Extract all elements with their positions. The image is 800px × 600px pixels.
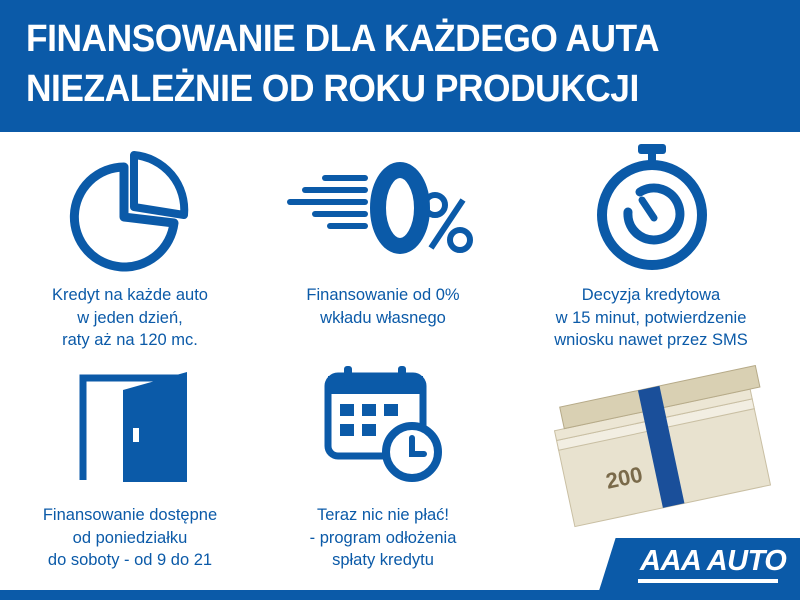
- pie-chart-icon: [69, 151, 189, 272]
- money-stack-image: 200: [553, 365, 772, 528]
- caption-line: od poniedziałku: [72, 528, 188, 547]
- caption-line: - program odłożenia: [309, 528, 457, 547]
- caption-line: w 15 minut, potwierdzenie: [555, 308, 747, 327]
- caption-line: wkładu własnego: [320, 308, 446, 327]
- feature-caption-credit: Kredyt na każde auto w jeden dzień, raty…: [0, 284, 260, 352]
- feature-caption-hours: Finansowanie dostępne od poniedziałku do…: [0, 504, 260, 572]
- caption-line: do soboty - od 9 do 21: [47, 551, 213, 569]
- caption-line: raty aż na 120 mc.: [62, 331, 198, 349]
- logo-background: [598, 538, 800, 594]
- calendar-clock-icon: [324, 366, 442, 482]
- caption-line: Kredyt na każde auto: [52, 286, 208, 304]
- caption-line: Teraz nic nie płać!: [316, 506, 450, 524]
- logo-underline: [638, 579, 778, 583]
- caption-line: w jeden dzień,: [77, 308, 183, 327]
- feature-caption-decision: Decyzja kredytowa w 15 minut, potwierdze…: [521, 284, 781, 352]
- feature-caption-deferral: Teraz nic nie płać! - program odłożenia …: [253, 504, 513, 572]
- stopwatch-icon: [597, 144, 707, 270]
- header-banner: [0, 0, 800, 132]
- feature-caption-zero-down: Finansowanie od 0% wkładu własnego: [253, 284, 513, 329]
- headline-line-1: FINANSOWANIE DLA KAŻDEGO AUTA: [26, 18, 660, 60]
- caption-line: Decyzja kredytowa: [581, 286, 721, 304]
- caption-line: spłaty kredytu: [332, 551, 434, 569]
- footer-bar: [0, 590, 800, 600]
- brand-logo: AAA AUTO: [640, 545, 787, 577]
- caption-line: Finansowanie dostępne: [42, 506, 218, 524]
- zero-percent-icon: [287, 162, 473, 254]
- caption-line: Finansowanie od 0%: [306, 286, 460, 304]
- door-icon: [79, 372, 187, 482]
- headline-line-2: NIEZALEŻNIE OD ROKU PRODUKCJI: [26, 68, 639, 110]
- caption-line: wniosku nawet przez SMS: [554, 331, 748, 349]
